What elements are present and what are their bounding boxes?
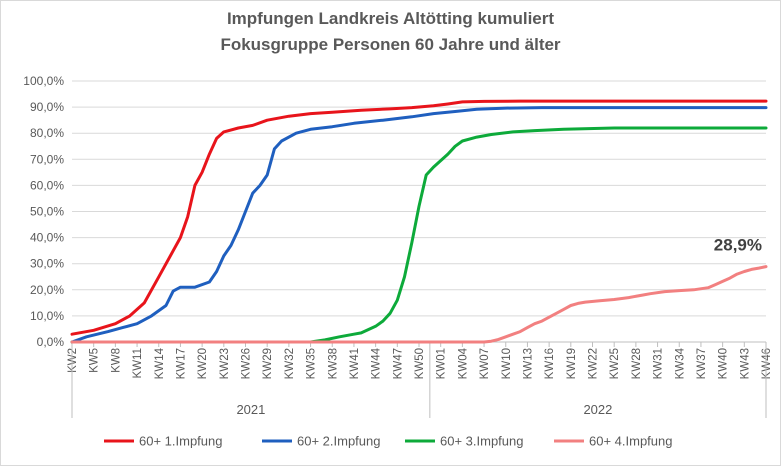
series-lines	[70, 99, 768, 344]
legend-label: 60+ 3.Impfung	[440, 434, 523, 449]
y-tick-label: 10,0%	[30, 309, 64, 323]
series-line	[70, 106, 768, 344]
x-tick-label: KW26	[241, 348, 253, 379]
y-tick-label: 30,0%	[30, 257, 64, 271]
y-axis-ticks: 0,0% 10,0% 20,0% 30,0% 40,0% 50,0% 60,0% 70,0% 8…	[23, 74, 64, 349]
legend-item: 60+ 3.Impfung	[405, 434, 523, 449]
series-line	[70, 265, 768, 344]
x-tick-label: KW10	[501, 348, 513, 379]
x-tick-label: KW2	[67, 348, 79, 373]
legend: 60+ 1.Impfung 60+ 2.Impfung 60+ 3.Impfung 6…	[104, 434, 672, 449]
x-tick-label: KW17	[175, 348, 187, 379]
x-tick-label: KW28	[631, 348, 643, 379]
x-tick-label: KW37	[696, 348, 708, 379]
chart-subtitle: Fokusgruppe Personen 60 Jahre und älter	[220, 35, 561, 54]
year-groups: 2021 2022	[71, 342, 767, 418]
x-tick-label: KW47	[392, 348, 404, 379]
x-tick-label: KW31	[653, 348, 665, 379]
x-tick-label: KW13	[522, 348, 534, 379]
series-line	[70, 126, 768, 344]
y-tick-label: 100,0%	[23, 74, 64, 88]
legend-label: 60+ 1.Impfung	[139, 434, 222, 449]
x-tick-label: KW40	[718, 348, 730, 379]
x-tick-label: KW8	[110, 348, 122, 373]
x-tick-label: KW41	[349, 348, 361, 379]
x-tick-label: KW20	[197, 348, 209, 379]
legend-label: 60+ 4.Impfung	[589, 434, 672, 449]
y-tick-label: 90,0%	[30, 100, 64, 114]
x-tick-label: KW5	[89, 348, 101, 373]
legend-label: 60+ 2.Impfung	[297, 434, 380, 449]
y-tick-label: 50,0%	[30, 205, 64, 219]
x-tick-label: KW07	[479, 348, 491, 379]
x-tick-label: KW19	[566, 348, 578, 379]
legend-item: 60+ 4.Impfung	[554, 434, 672, 449]
x-tick-label: KW29	[262, 348, 274, 379]
x-tick-label: KW16	[544, 348, 556, 379]
series-line	[70, 99, 768, 336]
year-label: 2021	[236, 402, 265, 417]
chart-title: Impfungen Landkreis Altötting kumuliert	[226, 9, 555, 28]
x-tick-label: KW01	[436, 348, 448, 379]
y-tick-label: 80,0%	[30, 126, 64, 140]
x-tick-label: KW34	[674, 347, 686, 379]
x-tick-label: KW50	[414, 348, 426, 379]
x-tick-label: KW46	[761, 348, 773, 379]
y-tick-label: 0,0%	[37, 335, 65, 349]
x-tick-label: KW43	[739, 348, 751, 379]
x-tick-label: KW35	[306, 348, 318, 379]
x-tick-label: KW38	[327, 348, 339, 379]
year-label: 2022	[583, 402, 612, 417]
x-tick-label: KW22	[588, 348, 600, 379]
x-axis-ticks: KW2 KW5 KW8 KW11 KW14 KW17 KW20 KW23 KW26 KW29 KW3…	[67, 342, 773, 379]
x-tick-label: KW44	[371, 347, 383, 379]
x-tick-label: KW11	[132, 348, 144, 378]
y-tick-label: 40,0%	[30, 231, 64, 245]
y-tick-label: 20,0%	[30, 283, 64, 297]
legend-item: 60+ 2.Impfung	[262, 434, 380, 449]
legend-item: 60+ 1.Impfung	[104, 434, 222, 449]
x-tick-label: KW04	[457, 347, 469, 379]
y-tick-label: 70,0%	[30, 152, 64, 166]
x-tick-label: KW14	[154, 347, 166, 379]
x-tick-label: KW32	[284, 348, 296, 379]
x-tick-label: KW25	[609, 348, 621, 379]
x-tick-label: KW23	[219, 348, 231, 379]
annotation-label: 28,9%	[714, 236, 762, 255]
y-tick-label: 60,0%	[30, 178, 64, 192]
